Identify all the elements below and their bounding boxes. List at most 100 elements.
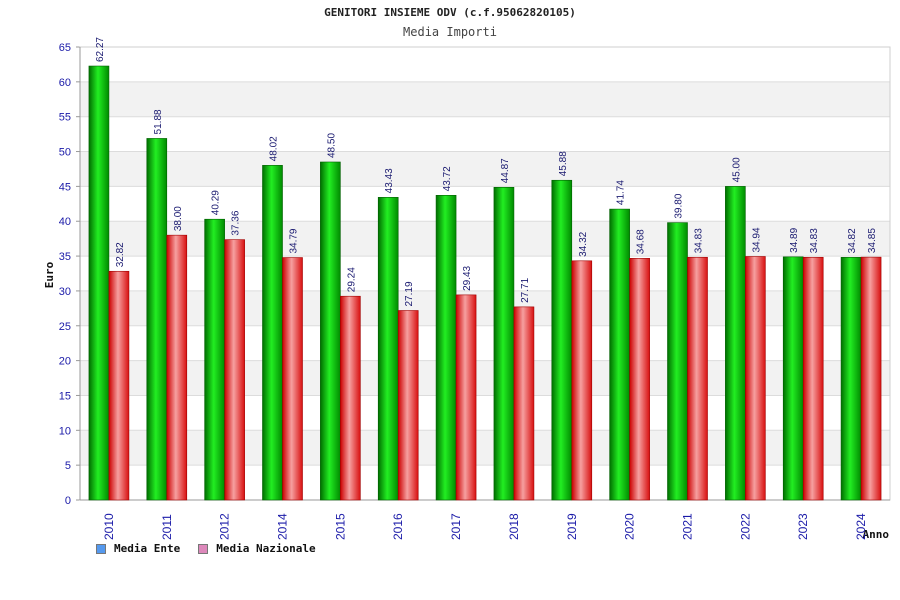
bar-media-ente-2015 [320, 161, 341, 501]
bar-media-ente-2010 [88, 65, 110, 501]
legend: Media Ente Media Nazionale [96, 542, 316, 555]
chart-subtitle: Media Importi [403, 25, 497, 39]
data-label: 48.50 [326, 133, 337, 158]
data-label: 34.82 [847, 228, 858, 253]
bar-media-nazionale-2023 [802, 256, 824, 501]
y-tick-label: 40 [59, 216, 71, 228]
x-axis-label: Anno [863, 528, 890, 541]
data-label: 48.02 [269, 136, 280, 161]
bar-media-nazionale-2010 [108, 270, 130, 501]
data-label: 34.79 [289, 228, 300, 253]
data-label: 27.19 [404, 281, 415, 306]
data-label: 29.43 [462, 265, 473, 290]
bar-media-nazionale-2017 [455, 294, 477, 501]
legend-swatch-media-nazionale [198, 543, 209, 554]
grid-band [80, 151, 890, 187]
grid-band [80, 430, 890, 466]
bar-media-nazionale-2021 [687, 256, 708, 501]
data-label: 32.82 [115, 242, 126, 267]
x-tick-label: 2021 [681, 513, 695, 540]
x-tick-label: 2014 [276, 513, 290, 540]
data-label: 45.88 [558, 151, 569, 176]
bar-media-nazionale-2015 [340, 295, 361, 501]
y-axis-label: Euro [43, 261, 56, 288]
data-label: 34.32 [578, 231, 589, 256]
y-tick-label: 55 [59, 112, 71, 124]
bar-media-nazionale-2012 [224, 239, 245, 501]
grid-band [80, 221, 890, 257]
x-tick-label: 2019 [565, 513, 579, 540]
bar-media-nazionale-2011 [166, 234, 188, 501]
legend-item-media-nazionale: Media Nazionale [198, 542, 316, 555]
x-tick-label: 2012 [218, 513, 232, 540]
bar-media-nazionale-2022 [745, 256, 766, 501]
bar-media-ente-2019 [551, 179, 573, 501]
data-label: 41.74 [616, 180, 627, 205]
data-label: 43.72 [442, 166, 453, 191]
data-label: 43.43 [384, 168, 395, 193]
legend-label-media-nazionale: Media Nazionale [216, 542, 316, 555]
data-label: 45.00 [731, 157, 742, 182]
grid-band [80, 360, 890, 396]
x-tick-label: 2022 [738, 513, 752, 540]
bar-media-ente-2024 [840, 257, 862, 501]
data-label: 34.68 [636, 229, 647, 254]
bar-media-ente-2021 [667, 222, 688, 501]
bar-media-nazionale-2020 [629, 258, 650, 501]
bar-media-ente-2012 [204, 218, 225, 501]
legend-label-media-ente: Media Ente [114, 542, 181, 555]
data-label: 34.85 [867, 228, 878, 253]
y-tick-label: 10 [59, 425, 71, 437]
x-tick-label: 2015 [333, 513, 347, 540]
data-label: 34.83 [809, 228, 820, 253]
bar-media-nazionale-2016 [397, 310, 419, 501]
data-label: 34.89 [789, 227, 800, 252]
y-tick-label: 30 [59, 286, 71, 298]
bar-media-ente-2017 [435, 195, 457, 501]
bar-media-ente-2016 [377, 197, 399, 501]
bar-media-nazionale-2019 [571, 260, 593, 501]
chart-title: GENITORI INSIEME ODV (c.f.95062820105) [324, 6, 576, 19]
x-tick-label: 2018 [507, 513, 521, 540]
y-tick-label: 50 [59, 147, 71, 159]
grid-band [80, 81, 890, 117]
x-tick-label: 2020 [623, 513, 637, 540]
data-label: 29.24 [346, 267, 357, 292]
data-label: 27.71 [520, 277, 531, 302]
data-label: 38.00 [173, 206, 184, 231]
bar-media-ente-2020 [609, 208, 630, 501]
x-tick-label: 2017 [449, 513, 463, 540]
data-label: 34.83 [694, 228, 705, 253]
legend-swatch-media-ente [96, 543, 106, 554]
y-tick-label: 20 [59, 356, 71, 368]
data-label: 34.94 [751, 227, 762, 252]
x-tick-label: 2023 [796, 513, 810, 540]
bar-media-nazionale-2014 [282, 257, 303, 501]
y-tick-label: 0 [65, 495, 71, 507]
y-tick-label: 5 [65, 460, 71, 472]
y-tick-label: 65 [59, 42, 71, 54]
bar-media-ente-2018 [493, 186, 515, 501]
data-label: 40.29 [211, 190, 222, 215]
legend-item-media-ente: Media Ente [96, 542, 180, 555]
x-tick-label: 2011 [160, 514, 174, 540]
bar-media-ente-2023 [782, 256, 804, 501]
data-label: 39.80 [674, 193, 685, 218]
grid-band [80, 290, 890, 326]
data-label: 44.87 [500, 158, 511, 183]
bar-media-nazionale-2024 [860, 256, 882, 501]
y-tick-label: 60 [59, 77, 71, 89]
data-label: 51.88 [153, 109, 164, 134]
y-tick-label: 25 [59, 321, 71, 333]
x-tick-label: 2024 [854, 513, 868, 540]
bar-media-ente-2014 [262, 165, 283, 501]
bar-media-ente-2011 [146, 138, 168, 501]
y-tick-label: 35 [59, 251, 71, 263]
y-tick-label: 45 [59, 181, 71, 193]
data-label: 62.27 [95, 37, 106, 62]
data-label: 37.36 [231, 210, 242, 235]
x-tick-label: 2010 [102, 513, 116, 540]
bar-media-nazionale-2018 [513, 306, 535, 501]
x-tick-label: 2016 [391, 513, 405, 540]
